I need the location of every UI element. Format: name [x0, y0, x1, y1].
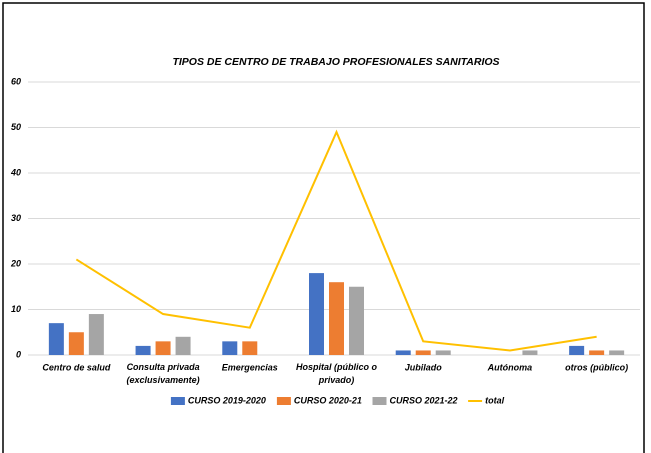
bar — [222, 341, 238, 355]
legend-label: CURSO 2020-21 — [294, 395, 362, 405]
bar — [349, 286, 364, 355]
legend-label: CURSO 2019-2020 — [188, 395, 266, 405]
bar — [68, 332, 84, 355]
y-tick-label: 20 — [10, 258, 21, 268]
y-tick-label: 30 — [11, 213, 21, 223]
y-tick-label: 50 — [11, 122, 21, 132]
bar — [175, 336, 191, 355]
bar — [569, 345, 585, 355]
legend-label: total — [485, 395, 504, 405]
x-tick-label: Centro de salud — [42, 362, 111, 372]
bar — [522, 350, 538, 355]
y-tick-label: 10 — [11, 304, 21, 314]
line — [75, 129, 597, 352]
bar — [48, 323, 64, 355]
bar — [395, 350, 411, 355]
bar — [242, 341, 258, 355]
legend-swatch — [372, 397, 387, 405]
y-tick-label: 60 — [11, 76, 21, 86]
x-tick-label: Autónoma — [487, 362, 533, 372]
legend-swatch — [276, 397, 291, 405]
legend-label: CURSO 2021-22 — [390, 395, 458, 405]
x-tick-label: Emergencias — [222, 362, 278, 372]
x-tick-label: Jubilado — [405, 362, 443, 372]
bar — [155, 341, 171, 355]
y-tick-label: 40 — [10, 167, 21, 177]
bar — [88, 314, 104, 355]
bar — [415, 350, 431, 355]
x-tick-label: Consulta privada (exclusivamente) — [127, 362, 200, 385]
x-tick-label: otros (público) — [565, 362, 628, 372]
bar — [435, 350, 451, 355]
y-tick-label: 0 — [16, 349, 21, 359]
bar — [135, 345, 151, 355]
chart-title: TIPOS DE CENTRO DE TRABAJO PROFESIONALES… — [172, 56, 499, 68]
bar — [309, 273, 324, 355]
bar — [609, 350, 625, 355]
bar — [589, 350, 605, 355]
x-tick-label: Hospital (público o privado) — [296, 362, 377, 385]
bar — [329, 282, 344, 355]
legend-swatch — [170, 397, 185, 405]
